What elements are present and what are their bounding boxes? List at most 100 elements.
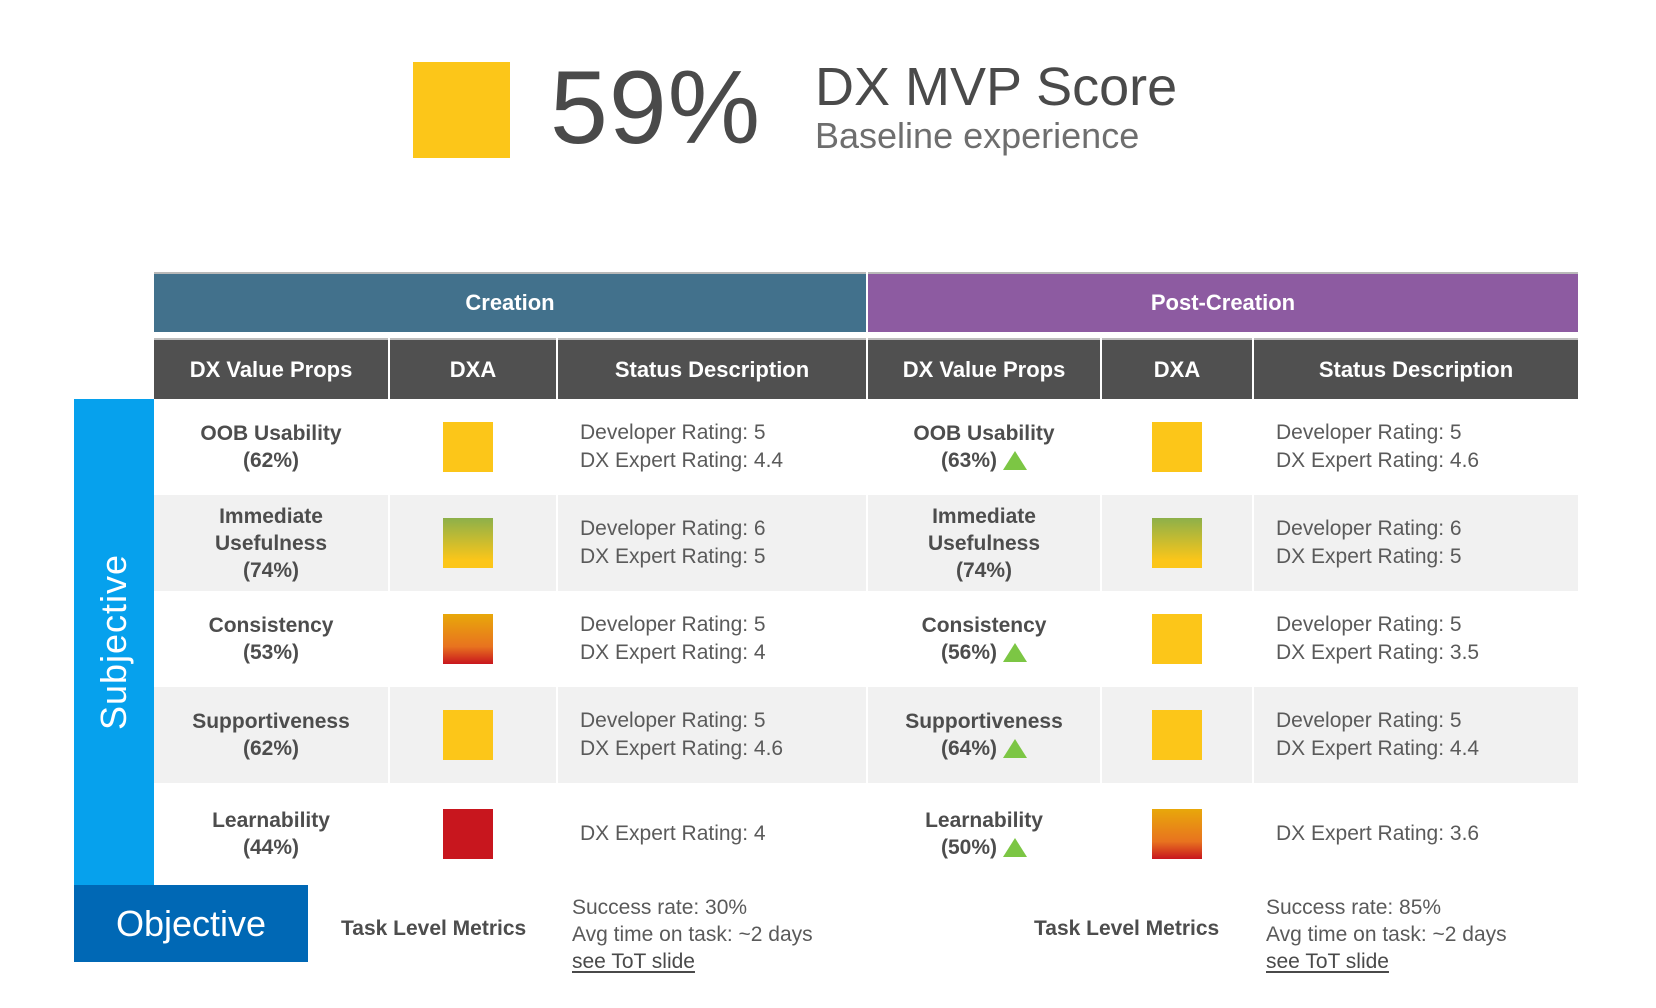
col-header-status-post: Status Description	[1254, 338, 1578, 400]
value-prop-post: Learnability (50%)	[868, 783, 1100, 885]
column-divider	[556, 495, 558, 591]
column-divider	[388, 783, 390, 885]
status-line: Developer Rating: 5	[1276, 709, 1462, 732]
value-prop-percent: (63%)	[940, 449, 998, 472]
col-header-value-props-post: DX Value Props	[868, 338, 1100, 400]
column-divider	[556, 399, 558, 495]
status-description-creation: Developer Rating: 6 DX Expert Rating: 5	[558, 495, 866, 591]
column-divider	[1100, 687, 1102, 783]
subjective-text: Subjective	[93, 553, 134, 731]
value-prop-post: Consistency (56%)	[868, 591, 1100, 687]
column-divider	[388, 399, 390, 495]
col-header-dxa-post: DXA	[1102, 338, 1252, 400]
status-line: DX Expert Rating: 5	[580, 545, 766, 568]
status-line: DX Expert Rating: 3.5	[1276, 641, 1480, 664]
status-line: DX Expert Rating: 4	[580, 822, 766, 845]
col-header-status-creation: Status Description	[558, 338, 866, 400]
status-description-creation: Developer Rating: 5 DX Expert Rating: 4.6	[558, 687, 866, 783]
column-divider	[1252, 687, 1254, 783]
col-header-value-props-creation: DX Value Props	[154, 338, 388, 400]
status-description-post: Developer Rating: 5 DX Expert Rating: 4.4	[1254, 687, 1578, 783]
column-divider	[388, 687, 390, 783]
dxa-status-swatch	[443, 518, 493, 568]
col-header-dxa-creation: DXA	[390, 338, 556, 400]
value-prop-name: Consistency	[208, 614, 334, 637]
column-divider	[866, 495, 868, 591]
value-prop-name: Consistency	[921, 614, 1047, 637]
status-line: Developer Rating: 6	[1276, 517, 1462, 540]
value-prop-name: Learnability	[212, 809, 330, 832]
status-line: DX Expert Rating: 4.6	[580, 737, 784, 760]
status-description-post: Developer Rating: 6 DX Expert Rating: 5	[1254, 495, 1578, 591]
column-divider	[1100, 399, 1102, 495]
dxa-status-swatch	[443, 710, 493, 760]
dxa-status-swatch	[443, 422, 493, 472]
status-line: Developer Rating: 5	[580, 709, 766, 732]
task-level-metrics-label-creation: Task Level Metrics	[341, 917, 527, 940]
dxa-status-swatch	[443, 809, 493, 859]
value-prop-percent: (62%)	[242, 737, 300, 760]
success-rate-creation: Success rate: 30%	[572, 896, 748, 919]
value-prop-percent: (56%)	[940, 641, 998, 664]
value-prop-percent: (50%)	[940, 836, 998, 859]
value-prop-percent: (53%)	[242, 641, 300, 664]
status-description-creation: Developer Rating: 5 DX Expert Rating: 4	[558, 591, 866, 687]
dxa-status-swatch	[1152, 710, 1202, 760]
tot-slide-link-creation[interactable]: see ToT slide	[572, 950, 695, 973]
band-post-creation: Post-Creation	[868, 272, 1578, 332]
status-line: DX Expert Rating: 5	[1276, 545, 1462, 568]
tot-slide-link-post[interactable]: see ToT slide	[1266, 950, 1389, 973]
column-divider	[1252, 783, 1254, 885]
value-prop-name: Supportiveness	[192, 710, 350, 733]
value-prop-percent: (64%)	[940, 737, 998, 760]
status-line: DX Expert Rating: 4	[580, 641, 766, 664]
score-title: DX MVP Score	[815, 57, 1178, 117]
value-prop-post: Supportiveness (64%)	[868, 687, 1100, 783]
status-line: Developer Rating: 6	[580, 517, 766, 540]
value-prop-name: Immediate Usefulness	[214, 504, 328, 555]
status-description-post: Developer Rating: 5 DX Expert Rating: 4.6	[1254, 399, 1578, 495]
column-divider	[1100, 783, 1102, 885]
score-value: 59%	[550, 50, 762, 166]
avg-time-post: Avg time on task: ~2 days	[1266, 923, 1507, 946]
column-divider	[866, 591, 868, 687]
avg-time-creation: Avg time on task: ~2 days	[572, 923, 813, 946]
value-prop-post: Immediate Usefulness (74%)	[868, 495, 1100, 591]
dxa-status-swatch	[1152, 422, 1202, 472]
trend-up-icon	[1003, 739, 1028, 758]
column-divider	[388, 495, 390, 591]
column-divider	[556, 591, 558, 687]
trend-up-icon	[1003, 643, 1028, 662]
value-prop-percent: (74%)	[955, 558, 1013, 582]
column-divider	[388, 591, 390, 687]
column-divider	[1252, 399, 1254, 495]
dxa-status-swatch	[443, 614, 493, 664]
value-prop-creation: Immediate Usefulness (74%)	[154, 495, 388, 591]
score-subtitle: Baseline experience	[815, 115, 1140, 156]
subjective-label: Subjective	[74, 399, 154, 885]
column-divider	[1252, 495, 1254, 591]
value-prop-creation: Learnability (44%)	[154, 783, 388, 885]
trend-up-icon	[1003, 451, 1028, 470]
status-description-creation: Developer Rating: 5 DX Expert Rating: 4.4	[558, 399, 866, 495]
column-divider	[1100, 495, 1102, 591]
objective-desc-post: Success rate: 85% Avg time on task: ~2 d…	[1266, 894, 1507, 975]
column-divider	[556, 783, 558, 885]
value-prop-name: Supportiveness	[905, 710, 1063, 733]
column-divider	[866, 399, 868, 495]
value-prop-percent: (74%)	[242, 558, 300, 582]
value-prop-creation: Consistency (53%)	[154, 591, 388, 687]
column-divider	[866, 783, 868, 885]
value-prop-percent: (44%)	[242, 836, 300, 859]
status-line: DX Expert Rating: 4.6	[1276, 449, 1480, 472]
status-line: Developer Rating: 5	[580, 421, 766, 444]
dxa-status-swatch	[1152, 518, 1202, 568]
trend-up-icon	[1003, 838, 1028, 857]
band-creation: Creation	[154, 272, 866, 332]
objective-desc-creation: Success rate: 30% Avg time on task: ~2 d…	[572, 894, 813, 975]
status-line: Developer Rating: 5	[1276, 421, 1462, 444]
objective-label: Objective	[74, 885, 308, 962]
score-status-swatch	[413, 62, 510, 158]
column-divider	[1100, 591, 1102, 687]
status-description-post: Developer Rating: 5 DX Expert Rating: 3.5	[1254, 591, 1578, 687]
